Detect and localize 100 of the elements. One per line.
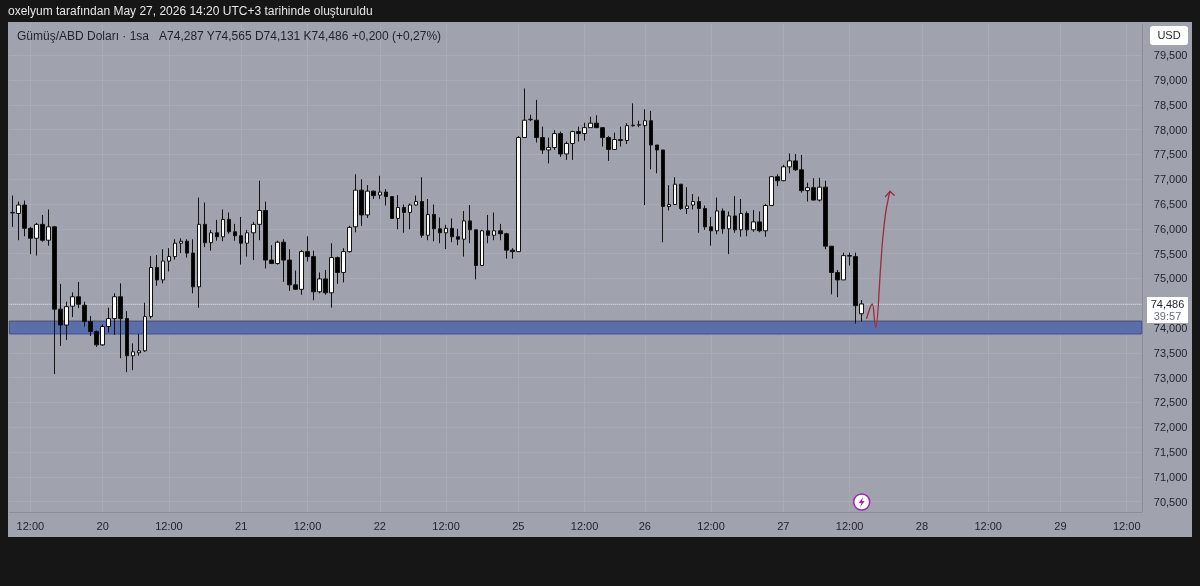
x-tick-label: 26	[638, 519, 651, 532]
x-tick-label: 12:00	[155, 519, 183, 532]
candlestick	[643, 108, 647, 206]
text: 39:57	[1153, 309, 1182, 322]
candlestick	[215, 219, 219, 242]
candlestick	[456, 228, 460, 246]
candlestick	[667, 184, 671, 211]
candlestick	[402, 204, 406, 234]
candlestick	[486, 214, 490, 244]
candlestick	[378, 175, 382, 200]
y-tick-label: 71,000	[1153, 470, 1188, 483]
candlestick	[745, 210, 749, 237]
candlestick	[444, 224, 448, 250]
candlestick	[233, 223, 237, 242]
y-tick-label: 78,500	[1153, 98, 1188, 111]
candlestick	[390, 196, 394, 220]
candlestick	[426, 198, 430, 241]
candlestick	[432, 204, 436, 242]
y-tick-label: 77,000	[1153, 173, 1188, 186]
candlestick	[197, 197, 201, 309]
candlestick	[450, 217, 454, 243]
x-tick-label: 21	[235, 519, 248, 532]
y-tick-label: 75,500	[1153, 247, 1188, 260]
candlestick	[221, 208, 225, 242]
y-tick-label: 71,500	[1153, 445, 1188, 458]
x-tick-label: 12:00	[974, 519, 1002, 532]
candlestick	[685, 186, 689, 215]
candlestick	[167, 247, 171, 272]
candlestick	[137, 333, 141, 357]
x-tick-label: 20	[96, 519, 109, 532]
candlestick	[414, 195, 418, 207]
candlestick	[125, 310, 129, 373]
text: oxelyum tarafından May 27, 2026 14:20 UTC+3 tarihinde oluşturuldu	[8, 4, 373, 18]
candlestick	[480, 229, 484, 267]
y-tick-label: 79,000	[1153, 74, 1188, 87]
x-tick-label: 27	[777, 519, 790, 532]
y-tick-label: 79,500	[1153, 49, 1188, 62]
x-tick-label: 12:00	[835, 519, 864, 532]
x-tick-label: 12:00	[16, 519, 45, 532]
candlestick	[697, 196, 701, 234]
x-tick-label: 12:00	[570, 519, 599, 532]
y-tick-label: 72,500	[1153, 396, 1188, 409]
candlestick	[191, 238, 195, 294]
candlestick	[691, 193, 695, 210]
ref-line-label: 74,486	[1149, 297, 1186, 310]
candlestick	[637, 120, 641, 128]
candlestick	[420, 176, 424, 239]
candlestick	[468, 204, 472, 244]
candlestick	[143, 302, 147, 353]
candlestick	[733, 195, 737, 234]
x-tick-label: 29	[1054, 519, 1067, 532]
candlestick	[185, 238, 189, 259]
y-tick-label: 73,500	[1153, 346, 1188, 359]
candlestick	[384, 188, 388, 207]
candlestick	[173, 238, 177, 261]
x-tick-label: 28	[915, 519, 929, 532]
candlestick	[408, 203, 412, 230]
candlestick	[528, 114, 533, 122]
y-tick-label: 70,500	[1153, 495, 1188, 508]
y-tick-label: 78,000	[1153, 123, 1188, 136]
candlestick	[625, 122, 629, 145]
candlestick	[673, 176, 677, 206]
candlestick	[492, 211, 496, 241]
candlestick	[239, 216, 243, 266]
chart-subtitle: A74,287 Y74,565 D74,131 K74,486 +0,200 (+0,27%)	[159, 29, 442, 43]
y-tick-label: 72,000	[1153, 421, 1188, 434]
candlestick	[727, 210, 731, 255]
candlestick	[245, 229, 249, 258]
candlestick	[209, 229, 213, 252]
candlestick	[155, 254, 159, 287]
candlestick	[179, 237, 183, 254]
candlestick	[679, 183, 683, 211]
x-tick-label: 12:00	[1112, 519, 1141, 532]
candlestick	[715, 197, 719, 235]
x-tick-label: 12:00	[697, 519, 725, 532]
candlestick	[203, 202, 207, 248]
x-tick-label: 12:00	[293, 519, 322, 532]
y-tick-label: 77,500	[1153, 148, 1188, 161]
x-tick-label: 25	[512, 519, 525, 532]
candlestick	[709, 216, 713, 247]
candlestick	[161, 248, 165, 284]
y-tick-label: 76,500	[1153, 198, 1188, 211]
candlestick	[631, 102, 635, 128]
candlestick	[462, 210, 466, 258]
x-tick-label: 12:00	[432, 519, 460, 532]
x-tick-label: 22	[373, 519, 386, 532]
candlestick	[474, 229, 478, 280]
candlestick	[438, 216, 442, 244]
y-tick-label: 76,000	[1153, 222, 1188, 235]
candlestick	[739, 198, 743, 238]
y-tick-label: 75,000	[1153, 272, 1188, 285]
y-axis-title: USD	[1150, 26, 1188, 45]
candlestick	[131, 342, 135, 371]
y-tick-label: 74,000	[1153, 322, 1188, 335]
candlestick	[661, 149, 665, 243]
chart-title: Gümüş/ABD Doları · 1sa	[17, 29, 150, 43]
y-tick-label: 73,000	[1153, 371, 1188, 384]
candlestick	[149, 255, 153, 320]
candlestick	[721, 207, 725, 235]
candlestick	[396, 194, 400, 230]
